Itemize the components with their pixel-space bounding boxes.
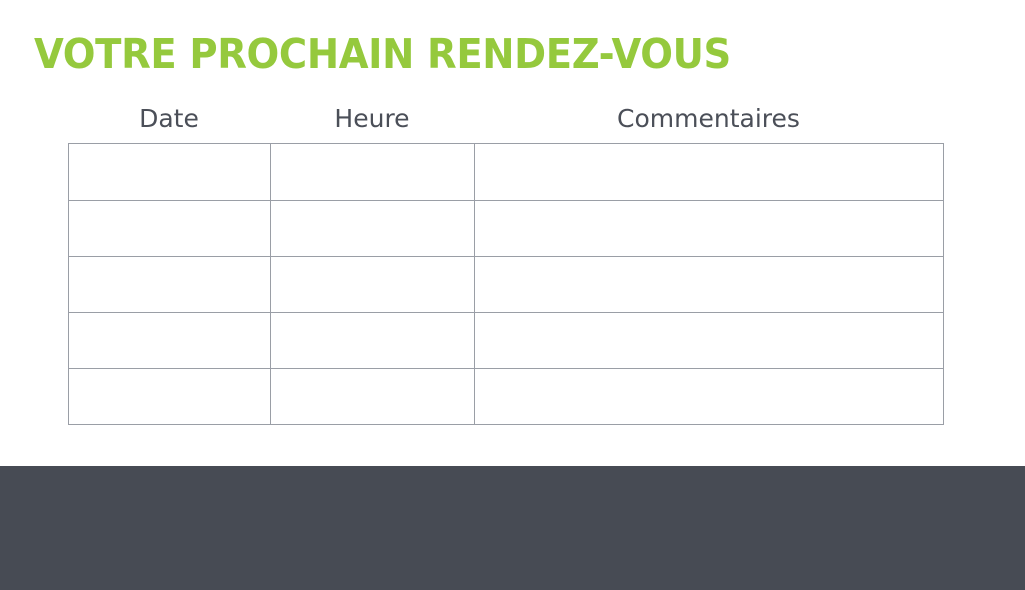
column-header-commentaires: Commentaires — [617, 104, 800, 133]
column-header-date: Date — [139, 104, 199, 133]
table-row — [68, 200, 944, 257]
cell-commentaires[interactable] — [474, 143, 944, 201]
footer-band — [0, 466, 1025, 590]
table-row — [68, 368, 944, 425]
cell-heure[interactable] — [270, 143, 475, 201]
cell-commentaires[interactable] — [474, 368, 944, 425]
cell-date[interactable] — [68, 143, 271, 201]
cell-date[interactable] — [68, 368, 271, 425]
cell-commentaires[interactable] — [474, 256, 944, 313]
cell-date[interactable] — [68, 256, 271, 313]
table-row — [68, 143, 944, 201]
cell-heure[interactable] — [270, 200, 475, 257]
cell-commentaires[interactable] — [474, 312, 944, 369]
cell-date[interactable] — [68, 312, 271, 369]
page-title: VOTRE PROCHAIN RENDEZ-VOUS — [34, 30, 731, 78]
cell-heure[interactable] — [270, 256, 475, 313]
cell-heure[interactable] — [270, 312, 475, 369]
table-row — [68, 256, 944, 313]
cell-commentaires[interactable] — [474, 200, 944, 257]
table-column-headers: Date Heure Commentaires — [68, 99, 943, 139]
cell-heure[interactable] — [270, 368, 475, 425]
cell-date[interactable] — [68, 200, 271, 257]
table-row — [68, 312, 944, 369]
column-header-heure: Heure — [334, 104, 410, 133]
appointment-table — [68, 143, 944, 425]
